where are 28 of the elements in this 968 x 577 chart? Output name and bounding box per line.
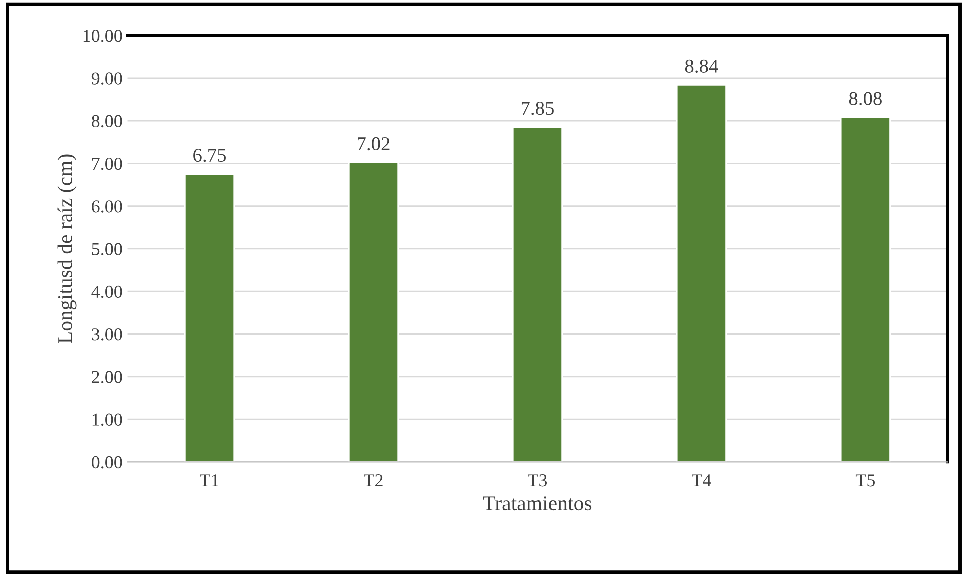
data-label: 8.84 bbox=[685, 60, 718, 74]
data-label: 8.08 bbox=[849, 92, 882, 106]
y-tick-label: 9.00 bbox=[92, 72, 122, 85]
y-tick-label: 7.00 bbox=[92, 158, 122, 170]
x-axis-title: Tratamientos bbox=[484, 496, 592, 511]
bar bbox=[676, 84, 727, 462]
y-tick-label: 5.00 bbox=[92, 243, 122, 256]
y-tick-label: 0.00 bbox=[92, 456, 122, 469]
y-tick-label: 4.00 bbox=[92, 286, 122, 298]
y-tick-label: 1.00 bbox=[92, 414, 122, 426]
bar bbox=[840, 116, 891, 462]
x-tick-label: T4 bbox=[692, 474, 712, 487]
data-label: 6.75 bbox=[194, 149, 226, 162]
data-label: 7.85 bbox=[522, 102, 554, 116]
x-tick-label: T1 bbox=[200, 474, 219, 487]
data-label: 7.02 bbox=[358, 137, 390, 151]
y-tick-label: 6.00 bbox=[92, 200, 122, 213]
bar bbox=[512, 126, 564, 462]
x-tick-label: T5 bbox=[856, 474, 876, 487]
y-tick-label: 8.00 bbox=[92, 115, 122, 128]
y-tick-label: 2.00 bbox=[92, 371, 122, 384]
y-tick-label: 3.00 bbox=[92, 328, 122, 341]
y-axis-title: Longitusd de raíz (cm) bbox=[58, 154, 77, 344]
y-tick-label: 10.00 bbox=[84, 30, 122, 42]
x-tick-label: T2 bbox=[364, 474, 383, 487]
bar bbox=[184, 174, 236, 462]
x-tick-label: T3 bbox=[528, 474, 548, 487]
bar bbox=[348, 162, 400, 462]
